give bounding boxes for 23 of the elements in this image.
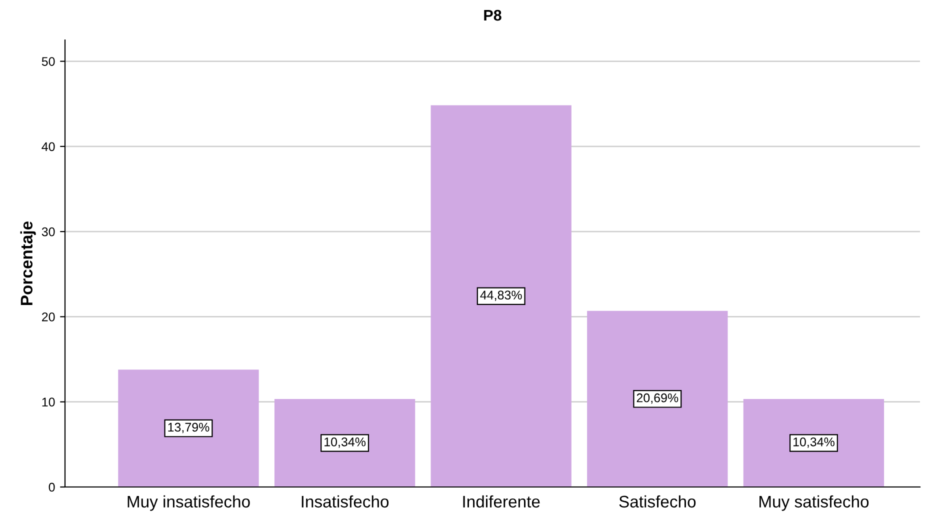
y-tick-label: 20 <box>42 312 55 322</box>
data-label: 20,69% <box>636 393 678 404</box>
bar <box>587 310 728 487</box>
x-tick-label: Insatisfecho <box>302 495 389 508</box>
y-tick-label: 0 <box>48 482 55 492</box>
bar <box>743 398 884 487</box>
bar <box>274 398 416 487</box>
data-label: 13,79% <box>168 422 210 434</box>
x-tick-label: Muy insatisfecho <box>128 495 250 511</box>
chart-title: P8 <box>484 10 502 21</box>
bar <box>118 370 259 487</box>
x-tick-label: Satisfecho <box>619 495 696 508</box>
y-tick-label: 40 <box>42 142 55 152</box>
data-label: 44,83% <box>480 290 522 301</box>
y-tick-label: 30 <box>42 227 55 236</box>
x-tick-label: Muy satisfecho <box>760 495 869 511</box>
x-tick-label: Indiferente <box>463 495 540 508</box>
y-tick-label: 50 <box>42 57 55 66</box>
y-axis-title: Porcentaje <box>20 221 36 305</box>
data-label: 10,34% <box>793 437 834 448</box>
y-tick-label: 10 <box>42 398 55 407</box>
bar <box>430 105 572 487</box>
data-label: 10,34% <box>324 437 366 448</box>
